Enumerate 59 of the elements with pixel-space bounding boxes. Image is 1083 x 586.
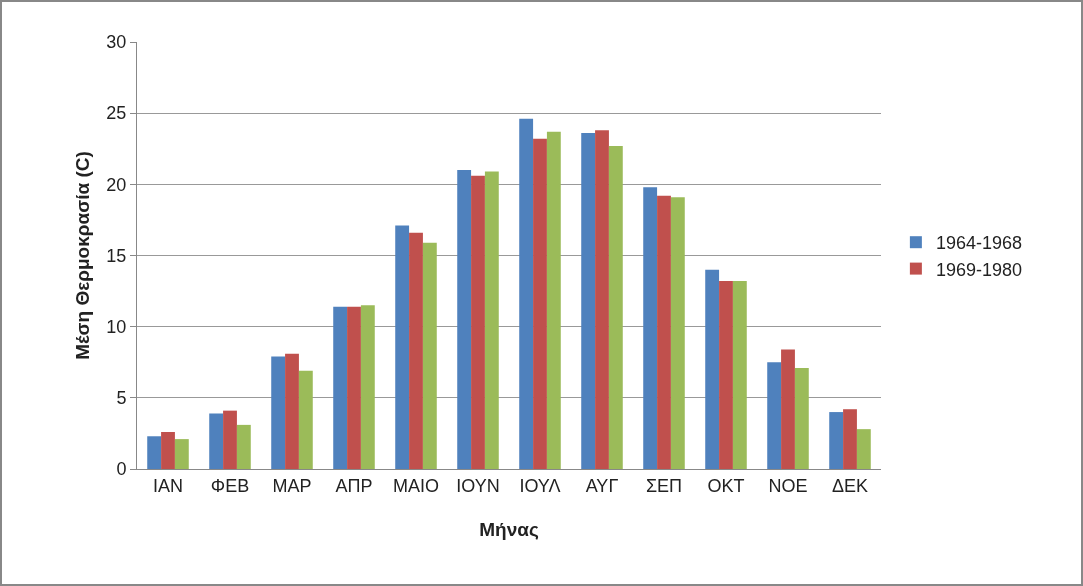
bar	[608, 145, 623, 469]
y-axis-title: Μέση Θερμοκρασία (C)	[72, 151, 93, 360]
bar	[236, 424, 251, 469]
bar	[271, 356, 286, 469]
x-tick-label: ΑΥΓ	[585, 475, 619, 496]
x-tick-label: ΙΑΝ	[152, 475, 184, 496]
bar	[147, 436, 162, 469]
bar	[643, 187, 658, 469]
bar	[223, 410, 237, 469]
x-axis-title: Μήνας	[479, 519, 539, 540]
bar	[732, 281, 747, 469]
bar	[409, 232, 423, 469]
bar	[519, 118, 534, 469]
bar	[457, 170, 472, 469]
bar	[360, 305, 375, 469]
x-tick-label: ΦΕΒ	[210, 475, 250, 496]
y-tick-label: 15	[106, 245, 127, 266]
bar	[347, 306, 361, 469]
y-tick-label: 5	[116, 388, 127, 409]
bar	[843, 409, 857, 469]
bar	[209, 413, 224, 469]
bar	[285, 353, 299, 469]
bar	[670, 197, 685, 469]
bar	[161, 431, 175, 469]
bar	[333, 306, 348, 469]
x-tick-label: ΣΕΠ	[645, 475, 683, 496]
bar	[174, 439, 189, 469]
bar	[581, 133, 596, 469]
bar	[422, 242, 437, 469]
bar	[829, 412, 844, 469]
y-tick-label: 25	[106, 103, 127, 124]
bar	[856, 429, 871, 469]
x-tick-label: ΙΟΥΛ	[519, 475, 561, 496]
x-tick-label: ΔΕΚ	[831, 475, 869, 496]
bar	[719, 281, 733, 469]
x-tick-label: ΝΟΕ	[768, 475, 808, 496]
bar	[533, 138, 547, 469]
bar	[395, 225, 410, 469]
bar	[595, 130, 609, 469]
bar	[298, 370, 313, 469]
x-tick-label: ΙΟΥΝ	[456, 475, 500, 496]
legend-label: 1969-1980	[935, 259, 1022, 280]
y-tick-label: 10	[106, 316, 127, 337]
bar	[794, 367, 809, 469]
bar	[546, 131, 561, 469]
x-tick-label: ΜΑΡ	[272, 475, 312, 496]
legend-label: 1964-1968	[935, 233, 1022, 254]
bar	[484, 171, 499, 469]
x-tick-label: ΜΑΙΟ	[392, 475, 440, 496]
y-tick-label: 0	[116, 459, 127, 480]
y-tick-label: 30	[106, 32, 127, 53]
bar	[781, 349, 795, 469]
x-tick-label: ΟΚΤ	[707, 475, 745, 496]
bar	[705, 269, 720, 469]
bar	[657, 195, 671, 469]
x-tick-label: ΑΠΡ	[335, 475, 373, 496]
bar	[471, 175, 485, 469]
y-tick-label: 20	[106, 174, 127, 195]
bar	[767, 362, 782, 469]
